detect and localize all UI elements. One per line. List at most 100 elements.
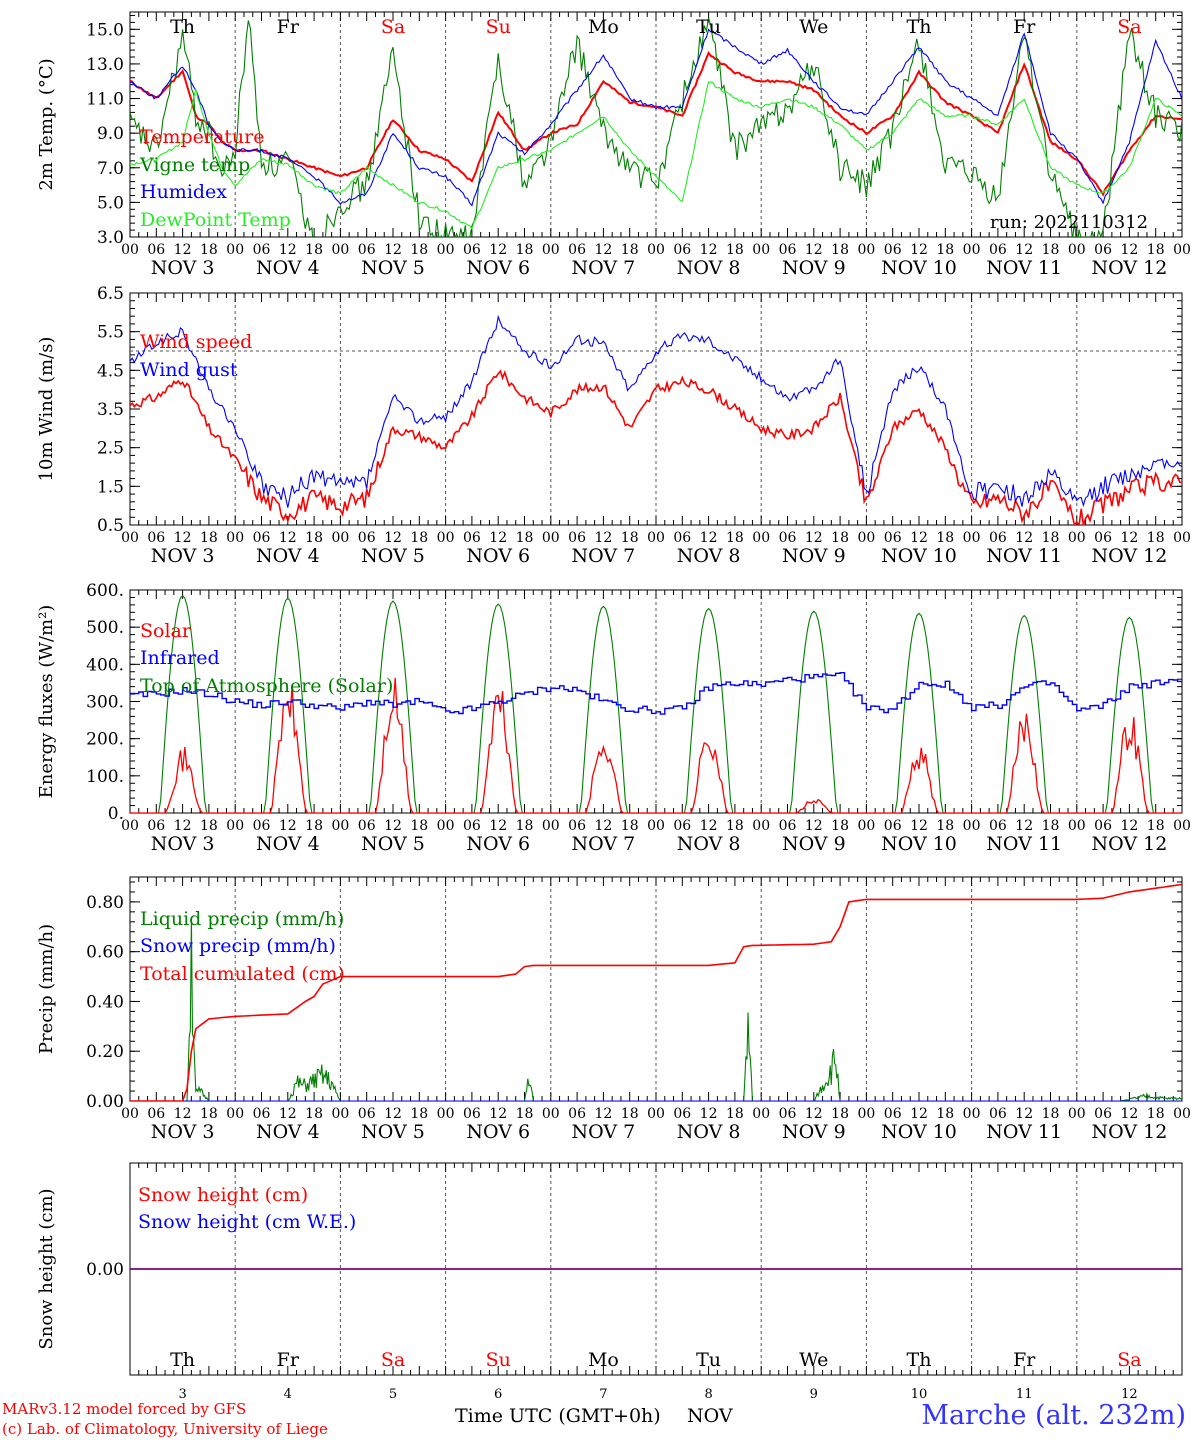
hour-tick-label: 18 — [831, 530, 849, 546]
y-tick-label: 9.0 — [97, 124, 124, 144]
y-tick-label: 0.5 — [97, 516, 124, 536]
legend-entry: Temperature — [140, 126, 264, 148]
y-axis-label: 10m Wind (m/s) — [36, 337, 57, 482]
y-tick-label: 3.5 — [97, 400, 124, 420]
hour-tick-label: 18 — [410, 530, 428, 546]
legend-entry: Vigne temp — [139, 154, 250, 176]
hour-tick-label: 12 — [384, 242, 402, 258]
day-of-week-label: Fr — [1013, 16, 1036, 38]
series-line-0 — [130, 369, 1182, 525]
hour-tick-label: 18 — [516, 1106, 534, 1122]
hour-tick-label: 12 — [1015, 1106, 1033, 1122]
station-name: Marche (alt. 232m) — [921, 1400, 1186, 1431]
hour-tick-label: 06 — [779, 530, 797, 546]
date-label: NOV 10 — [881, 1121, 957, 1143]
hour-tick-label: 18 — [621, 530, 639, 546]
legend-entry: Liquid precip (mm/h) — [140, 908, 344, 930]
hour-tick-label: 00 — [226, 242, 244, 258]
hour-tick-label: 12 — [384, 1106, 402, 1122]
y-tick-label: 0.00 — [86, 1260, 124, 1280]
y-tick-label: 13.0 — [86, 55, 124, 75]
hour-tick-label: 06 — [253, 530, 271, 546]
y-tick-label: 3.0 — [97, 228, 124, 248]
series-line-toa — [130, 594, 1182, 813]
hour-tick-label: 12 — [910, 818, 928, 834]
date-label: NOV 3 — [151, 545, 215, 567]
hour-tick-label: 00 — [857, 530, 875, 546]
hour-tick-label: 18 — [200, 530, 218, 546]
day-of-week-label: Th — [170, 1349, 195, 1371]
day-of-week-label: Sa — [1117, 1349, 1141, 1371]
hour-tick-label: 00 — [752, 1106, 770, 1122]
hour-tick-label: 06 — [147, 1106, 165, 1122]
date-label: NOV 10 — [881, 545, 957, 567]
hour-tick-label: 12 — [1120, 242, 1138, 258]
hour-tick-label: 18 — [200, 242, 218, 258]
hour-tick-label: 18 — [936, 818, 954, 834]
hour-tick-label: 12 — [1015, 242, 1033, 258]
hour-tick-label: 00 — [647, 1106, 665, 1122]
day-of-week-label: We — [799, 1349, 828, 1371]
day-of-week-label: Tu — [696, 1349, 721, 1371]
hour-tick-label: 06 — [463, 530, 481, 546]
day-of-week-label: Su — [486, 1349, 511, 1371]
series-group — [130, 17, 1182, 237]
hour-tick-label: 12 — [594, 242, 612, 258]
y-tick-label: 4.5 — [97, 361, 124, 381]
y-tick-label: 11.0 — [86, 90, 124, 110]
date-label: NOV 9 — [782, 833, 846, 855]
hour-tick-label: 06 — [884, 1106, 902, 1122]
date-label: NOV 8 — [677, 1121, 741, 1143]
hour-tick-label: 12 — [489, 1106, 507, 1122]
y-tick-label: 15.0 — [86, 20, 124, 40]
hour-tick-label: 12 — [1015, 530, 1033, 546]
date-label: NOV 3 — [151, 257, 215, 279]
date-label: NOV 6 — [466, 1121, 530, 1143]
hour-tick-label: 06 — [989, 818, 1007, 834]
y-tick-label: 5.0 — [97, 193, 124, 213]
day-number-label: 10 — [911, 1387, 928, 1402]
day-number-label: 4 — [284, 1387, 292, 1402]
hour-tick-label: 18 — [1147, 818, 1165, 834]
hour-tick-label: 12 — [1120, 818, 1138, 834]
date-label: NOV 6 — [466, 833, 530, 855]
hour-tick-label: 00 — [963, 1106, 981, 1122]
hour-tick-label: 00 — [647, 242, 665, 258]
panel-frame — [129, 11, 1183, 238]
hour-tick-label: 00 — [752, 242, 770, 258]
hour-tick-label: 12 — [174, 242, 192, 258]
hour-tick-label: 12 — [910, 242, 928, 258]
y-tick-label: 5.5 — [97, 323, 124, 343]
hour-tick-label: 12 — [174, 818, 192, 834]
hour-tick-label: 00 — [647, 530, 665, 546]
hour-tick-label: 12 — [279, 242, 297, 258]
hour-tick-label: 00 — [226, 530, 244, 546]
hour-tick-label: 06 — [358, 242, 376, 258]
hour-tick-label: 18 — [621, 1106, 639, 1122]
day-number-label: 12 — [1121, 1387, 1138, 1402]
day-of-week-label: Mo — [588, 16, 619, 38]
hour-tick-label: 06 — [884, 818, 902, 834]
date-label: NOV 4 — [256, 257, 320, 279]
y-axis-label: Energy fluxes (W/m²) — [36, 605, 57, 799]
series-line-0 — [130, 50, 1182, 197]
hour-tick-label: 06 — [253, 242, 271, 258]
hour-tick-label: 12 — [1120, 1106, 1138, 1122]
day-of-week-label: Fr — [277, 16, 300, 38]
hour-tick-label: 12 — [1015, 818, 1033, 834]
hour-tick-label: 18 — [621, 818, 639, 834]
hour-tick-label: 06 — [779, 1106, 797, 1122]
hour-tick-label: 12 — [384, 818, 402, 834]
series-line-0 — [130, 917, 1182, 1101]
hour-tick-label: 06 — [463, 1106, 481, 1122]
day-of-week-label: Mo — [588, 1349, 619, 1371]
hour-tick-label: 00 — [121, 818, 139, 834]
date-label: NOV 3 — [151, 1121, 215, 1143]
series-line-2 — [130, 883, 1182, 1101]
date-label: NOV 8 — [677, 545, 741, 567]
legend-entry: Top of Atmosphere (Solar) — [140, 675, 393, 697]
hour-tick-label: 00 — [437, 1106, 455, 1122]
hour-tick-label: 18 — [1147, 1106, 1165, 1122]
hour-tick-label: 00 — [963, 530, 981, 546]
date-label: NOV 12 — [1091, 545, 1167, 567]
